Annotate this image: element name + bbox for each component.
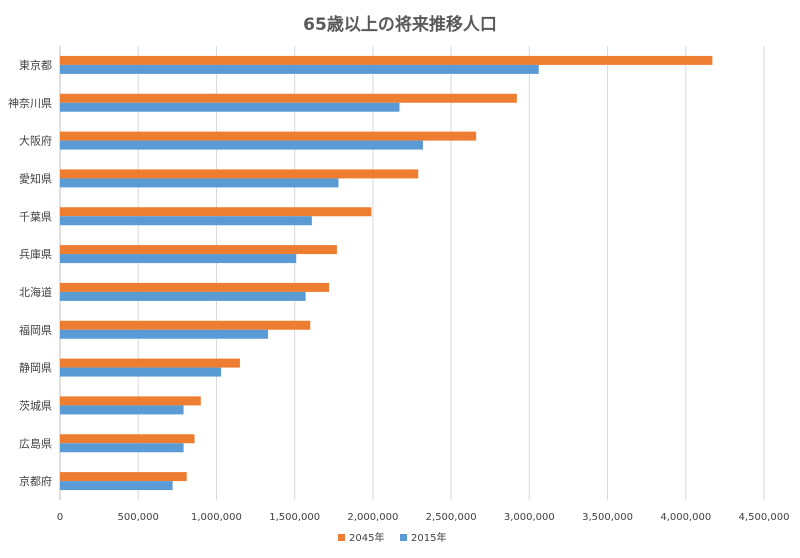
x-tick-label: 2,500,000 [426, 512, 477, 523]
x-tick-label: 500,000 [118, 512, 159, 523]
x-tick-label: 4,500,000 [739, 512, 790, 523]
category-label: 兵庫県 [19, 247, 52, 261]
category-label: 千葉県 [19, 209, 52, 223]
bar [60, 291, 306, 301]
bar [60, 216, 312, 226]
bar [60, 405, 184, 415]
x-tick-label: 3,500,000 [582, 512, 633, 523]
legend-label: 2015年 [411, 531, 446, 544]
bar [60, 443, 184, 453]
bar [60, 434, 195, 444]
category-label: 大阪府 [19, 134, 52, 148]
x-tick-label: 0 [57, 512, 63, 523]
x-tick-label: 1,500,000 [269, 512, 320, 523]
x-tick-label: 1,000,000 [191, 512, 242, 523]
bar [60, 245, 337, 255]
category-label: 福岡県 [19, 323, 52, 337]
x-tick-label: 4,000,000 [660, 512, 711, 523]
bar [60, 207, 372, 217]
category-label: 京都府 [19, 474, 52, 488]
bar [60, 329, 269, 339]
bar [60, 93, 517, 103]
legend-label: 2045年 [349, 531, 384, 544]
legend-swatch [400, 534, 407, 541]
category-label: 北海道 [19, 285, 52, 299]
bar [60, 64, 539, 74]
bar [60, 472, 187, 482]
category-label: 神奈川県 [8, 96, 52, 110]
bar [60, 367, 222, 377]
bar [60, 282, 330, 292]
bar [60, 320, 311, 330]
bar [60, 131, 477, 141]
category-label: 広島県 [19, 436, 52, 450]
bar [60, 481, 173, 491]
bar [60, 169, 419, 179]
bar [60, 55, 713, 65]
legend-swatch [338, 534, 345, 541]
category-label: 静岡県 [19, 361, 52, 375]
chart-title: 65歳以上の将来推移人口 [303, 15, 497, 35]
category-label: 愛知県 [19, 171, 52, 185]
x-tick-label: 2,000,000 [347, 512, 398, 523]
bar [60, 140, 423, 150]
bar [60, 254, 297, 264]
bar [60, 396, 201, 406]
bar [60, 358, 240, 368]
bar [60, 178, 339, 188]
category-label: 東京都 [19, 58, 52, 72]
category-label: 茨城県 [19, 398, 52, 412]
bar [60, 102, 400, 112]
x-tick-label: 3,000,000 [504, 512, 555, 523]
